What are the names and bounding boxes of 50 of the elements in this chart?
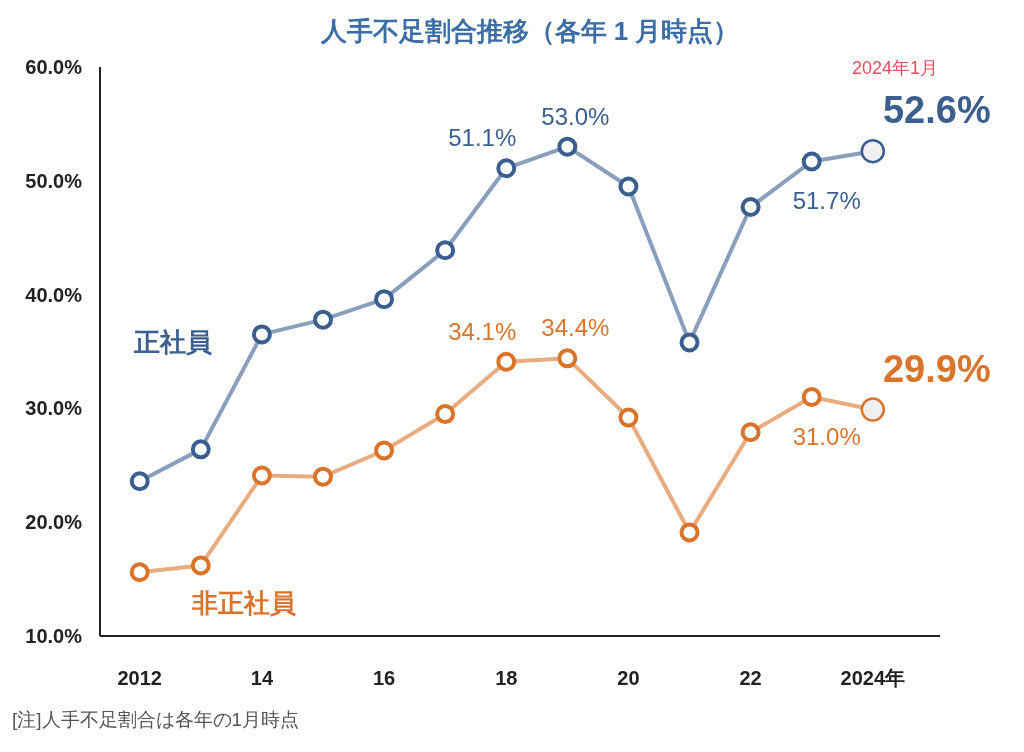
point [435, 404, 456, 425]
point [496, 158, 517, 179]
y-tick-label: 10.0% [25, 625, 83, 647]
text: [注]人手不足割合は各年の1月時点 [12, 709, 300, 730]
point [190, 555, 211, 576]
data-label: 34.1% [448, 317, 517, 345]
chart-title: 人手不足割合推移（各年 1 月時点） [319, 16, 740, 46]
point [251, 324, 272, 345]
point [801, 387, 822, 408]
data-label: 51.1% [448, 124, 517, 152]
point [618, 407, 639, 428]
x-tick-label: 18 [495, 667, 518, 689]
x-tick-label: 16 [372, 667, 396, 689]
series-label: 非正社員 [190, 588, 296, 619]
point [312, 309, 333, 330]
y-tick-label: 20.0% [25, 511, 83, 534]
point [374, 289, 395, 310]
annotation: 2024年1月 [851, 58, 939, 78]
point [557, 348, 578, 369]
series-label: 正社員 [133, 327, 213, 358]
y-tick-label: 30.0% [25, 397, 83, 420]
point [129, 471, 150, 492]
point [190, 439, 211, 460]
x-tick-label: 2024年 [840, 667, 906, 689]
point [251, 465, 272, 486]
data-label: 51.7% [792, 187, 861, 215]
y-tick-label: 40.0% [25, 283, 83, 306]
x-tick-label: 14 [250, 667, 274, 689]
point [557, 136, 578, 157]
point [618, 176, 639, 197]
point [129, 562, 150, 583]
x-tick-label: 20 [617, 667, 640, 689]
point [374, 440, 395, 461]
x-tick-label: 2012 [117, 667, 162, 689]
point [740, 196, 761, 217]
x-tick-label: 22 [739, 667, 762, 689]
point [740, 422, 761, 443]
point [679, 522, 700, 543]
data-label: 53.0% [541, 102, 610, 130]
data-label: 31.0% [792, 423, 861, 451]
y-tick-label: 50.0% [25, 169, 83, 192]
data-label: 34.4% [541, 314, 610, 342]
point [312, 466, 333, 487]
y-tick-label: 60.0% [25, 56, 83, 78]
data-label: 52.6% [882, 89, 991, 132]
point [496, 351, 517, 372]
point [435, 240, 456, 261]
point [801, 151, 822, 172]
data-label: 29.9% [882, 347, 991, 390]
point [679, 332, 700, 353]
